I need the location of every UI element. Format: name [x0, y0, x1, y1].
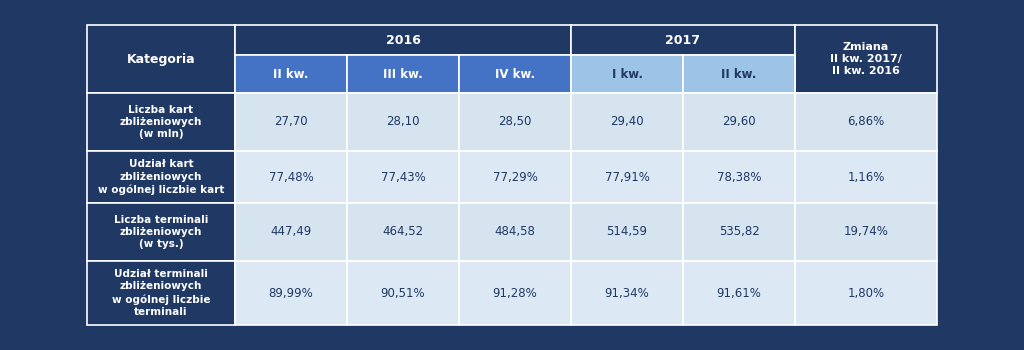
- Bar: [683, 151, 795, 203]
- Bar: [234, 203, 347, 261]
- Bar: [571, 151, 683, 203]
- Bar: [234, 25, 571, 55]
- Text: 1,80%: 1,80%: [848, 287, 885, 300]
- Bar: [347, 151, 459, 203]
- Text: Liczba terminali
zbliżeniowych
(w tys.): Liczba terminali zbliżeniowych (w tys.): [114, 215, 208, 250]
- Text: 91,28%: 91,28%: [493, 287, 538, 300]
- Text: Kategoria: Kategoria: [127, 52, 196, 65]
- Text: 77,91%: 77,91%: [604, 170, 649, 183]
- Bar: [683, 93, 795, 151]
- Text: 464,52: 464,52: [382, 225, 424, 238]
- Bar: [234, 55, 347, 93]
- Bar: [234, 93, 347, 151]
- Bar: [459, 203, 571, 261]
- Text: 77,43%: 77,43%: [381, 170, 425, 183]
- Text: 91,61%: 91,61%: [717, 287, 762, 300]
- Text: 77,29%: 77,29%: [493, 170, 538, 183]
- Text: 77,48%: 77,48%: [268, 170, 313, 183]
- Text: 19,74%: 19,74%: [844, 225, 889, 238]
- Bar: [234, 261, 347, 325]
- Bar: [347, 261, 459, 325]
- Bar: [795, 93, 937, 151]
- Bar: [571, 203, 683, 261]
- Text: 29,40: 29,40: [610, 116, 644, 128]
- Bar: [87, 261, 234, 325]
- Text: 447,49: 447,49: [270, 225, 311, 238]
- Text: IV kw.: IV kw.: [495, 68, 536, 80]
- Bar: [87, 25, 234, 93]
- Text: 2016: 2016: [386, 34, 421, 47]
- Text: Zmiana
II kw. 2017/
II kw. 2016: Zmiana II kw. 2017/ II kw. 2016: [830, 42, 902, 76]
- Text: 6,86%: 6,86%: [848, 116, 885, 128]
- Text: 89,99%: 89,99%: [268, 287, 313, 300]
- Text: Udział terminali
zbliżeniowych
w ogólnej liczbie
terminali: Udział terminali zbliżeniowych w ogólnej…: [112, 269, 210, 317]
- Bar: [347, 55, 459, 93]
- Text: 27,70: 27,70: [274, 116, 308, 128]
- Bar: [459, 261, 571, 325]
- Bar: [571, 55, 683, 93]
- Text: III kw.: III kw.: [383, 68, 423, 80]
- Bar: [795, 151, 937, 203]
- Text: II kw.: II kw.: [721, 68, 757, 80]
- Bar: [234, 151, 347, 203]
- Bar: [459, 93, 571, 151]
- Text: 2017: 2017: [666, 34, 700, 47]
- Bar: [347, 203, 459, 261]
- Bar: [795, 203, 937, 261]
- Bar: [571, 261, 683, 325]
- Bar: [795, 25, 937, 93]
- Bar: [87, 203, 234, 261]
- Bar: [87, 93, 234, 151]
- Bar: [683, 203, 795, 261]
- Text: 28,10: 28,10: [386, 116, 420, 128]
- Bar: [459, 55, 571, 93]
- Bar: [683, 55, 795, 93]
- Bar: [571, 93, 683, 151]
- Bar: [459, 151, 571, 203]
- Text: 91,34%: 91,34%: [604, 287, 649, 300]
- Bar: [87, 151, 234, 203]
- Text: Liczba kart
zbliżeniowych
(w mln): Liczba kart zbliżeniowych (w mln): [120, 105, 202, 139]
- Text: 90,51%: 90,51%: [381, 287, 425, 300]
- Text: 514,59: 514,59: [606, 225, 647, 238]
- Text: II kw.: II kw.: [273, 68, 308, 80]
- Bar: [571, 25, 795, 55]
- Text: 484,58: 484,58: [495, 225, 536, 238]
- Text: 28,50: 28,50: [499, 116, 531, 128]
- Text: I kw.: I kw.: [611, 68, 642, 80]
- Text: 535,82: 535,82: [719, 225, 760, 238]
- Bar: [683, 261, 795, 325]
- Text: Udział kart
zbliżeniowych
w ogólnej liczbie kart: Udział kart zbliżeniowych w ogólnej licz…: [98, 159, 224, 195]
- Bar: [795, 261, 937, 325]
- Text: 1,16%: 1,16%: [847, 170, 885, 183]
- Text: 78,38%: 78,38%: [717, 170, 761, 183]
- Bar: [347, 93, 459, 151]
- Text: 29,60: 29,60: [722, 116, 756, 128]
